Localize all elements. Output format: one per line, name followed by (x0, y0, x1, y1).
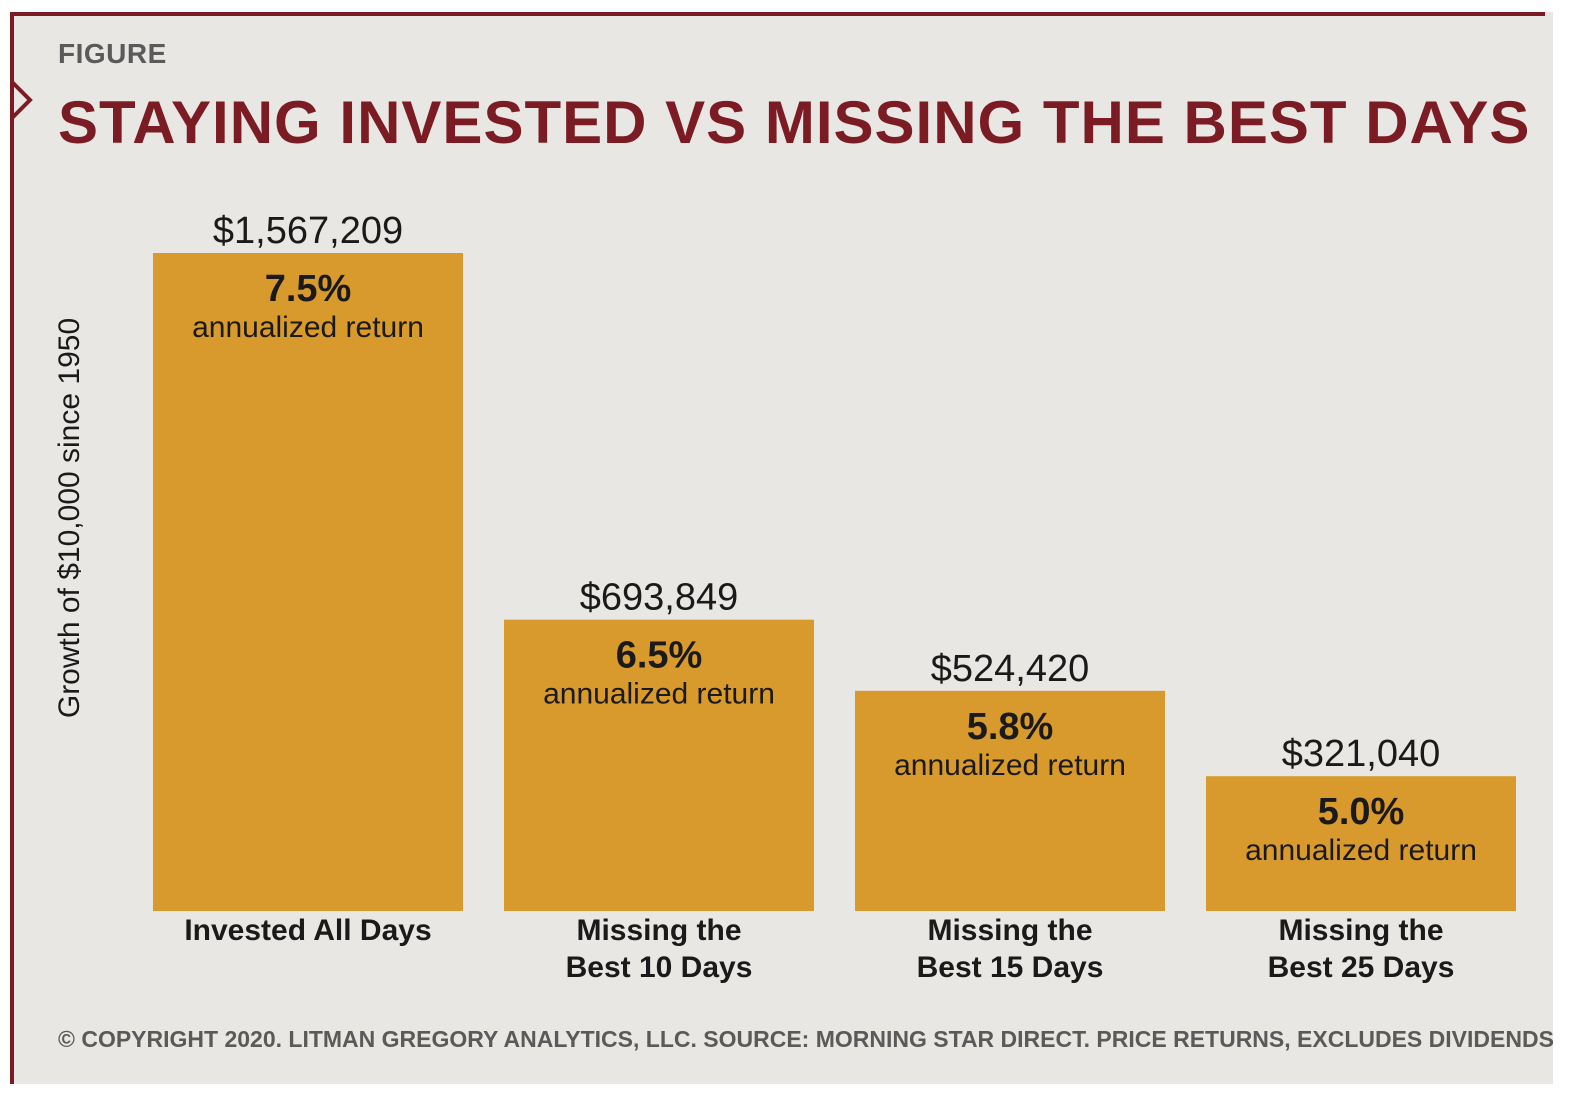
bar-return-label-3: 5.8% (967, 706, 1054, 748)
bar-value-label-3: $524,420 (931, 648, 1090, 690)
bar-value-label-2: $693,849 (580, 577, 739, 619)
bar-return-caption-1: annualized return (192, 311, 424, 344)
bar-4 (1206, 776, 1516, 911)
category-label-4-line-2: Best 25 Days (1268, 951, 1455, 984)
chart-title: STAYING INVESTED VS MISSING THE BEST DAY… (58, 89, 1531, 156)
category-label-3-line-1: Missing the (927, 914, 1092, 947)
frame-notch-icon (10, 80, 33, 120)
figure-kicker: FIGURE (58, 38, 167, 69)
bar-1 (153, 253, 463, 911)
frame-left-border (10, 12, 14, 1084)
category-label-1-line-1: Invested All Days (184, 914, 431, 947)
bar-value-label-4: $321,040 (1282, 733, 1441, 775)
bar-return-caption-2: annualized return (543, 678, 775, 711)
category-label-3-line-2: Best 15 Days (917, 951, 1104, 984)
bar-3 (855, 690, 1165, 911)
bar-value-label-1: $1,567,209 (213, 210, 403, 252)
bar-2 (504, 619, 814, 911)
frame-top-border (10, 12, 1545, 16)
copyright-footer: © COPYRIGHT 2020. LITMAN GREGORY ANALYTI… (58, 1026, 1554, 1052)
category-label-2-line-1: Missing the (576, 914, 741, 947)
bar-return-caption-3: annualized return (894, 749, 1126, 782)
bar-return-label-4: 5.0% (1318, 791, 1405, 833)
bar-return-caption-4: annualized return (1245, 834, 1477, 867)
bar-return-label-1: 7.5% (265, 268, 352, 310)
category-label-4-line-1: Missing the (1278, 914, 1443, 947)
category-label-2-line-2: Best 10 Days (566, 951, 753, 984)
bar-return-label-2: 6.5% (616, 635, 703, 677)
